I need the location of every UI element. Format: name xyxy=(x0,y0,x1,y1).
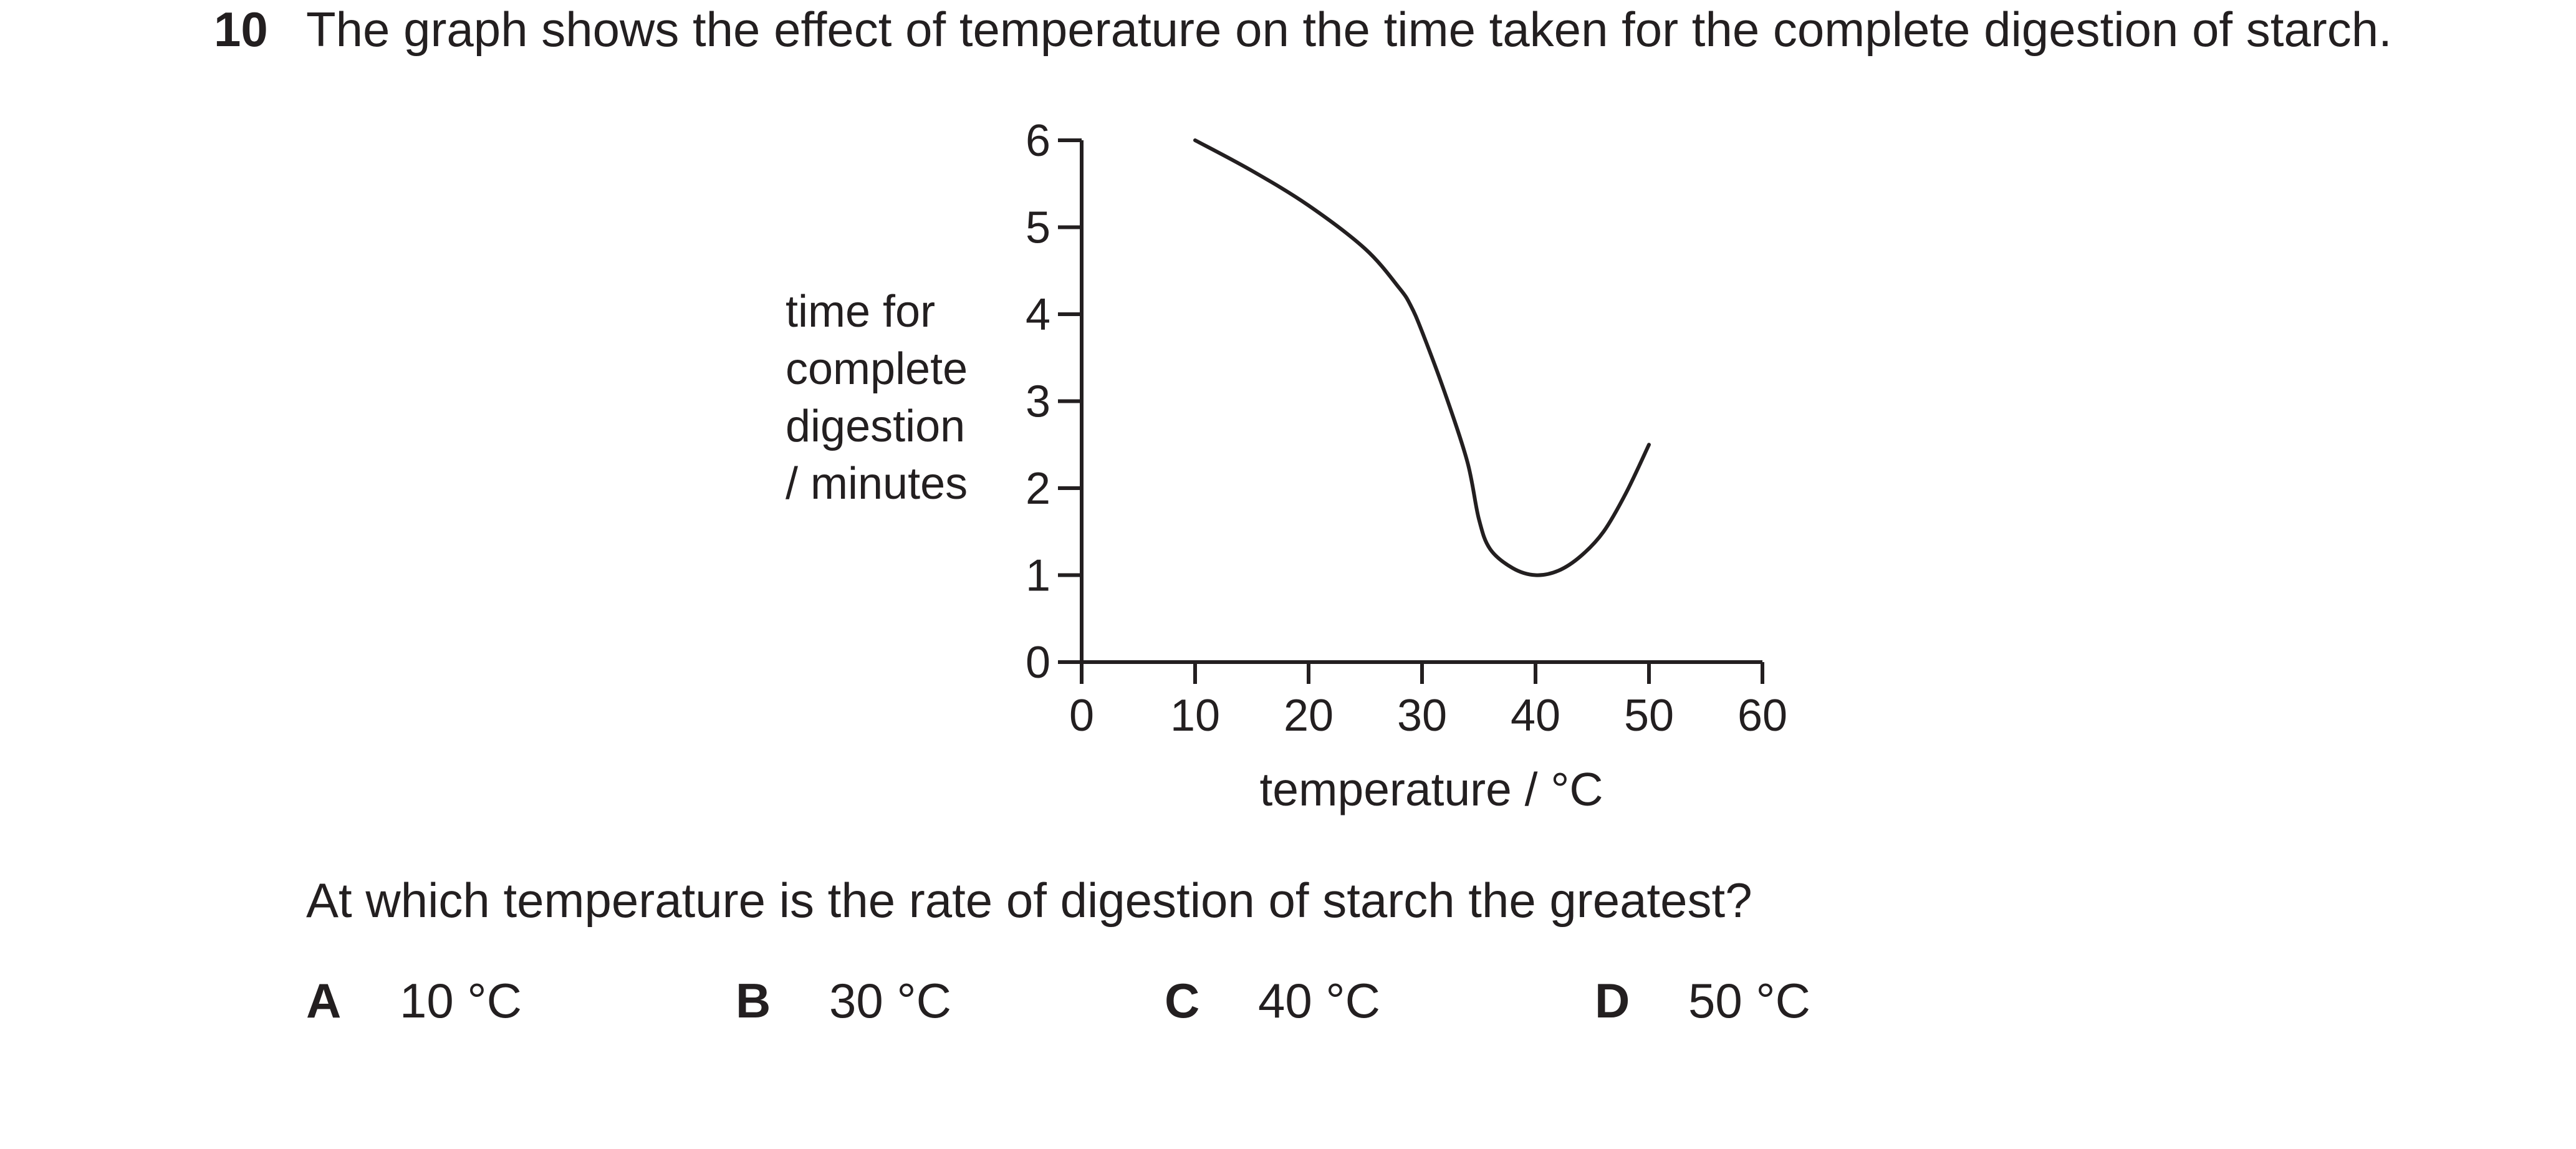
question-prompt: At which temperature is the rate of dige… xyxy=(306,873,1752,928)
option-d[interactable]: D 50 °C xyxy=(1595,976,1810,1025)
y-axis-label-line-4: / minutes xyxy=(786,459,968,509)
option-d-letter: D xyxy=(1595,973,1630,1028)
question-number: 10 xyxy=(214,2,268,57)
x-axis-label: temperature / °C xyxy=(1259,763,1603,815)
option-b-text: 30 °C xyxy=(829,973,951,1028)
option-b[interactable]: B 30 °C xyxy=(736,976,951,1025)
option-c-text: 40 °C xyxy=(1258,973,1380,1028)
y-axis-label-line-1: time for xyxy=(786,287,936,337)
y-tick-label-2: 2 xyxy=(1026,464,1050,514)
option-c[interactable]: C 40 °C xyxy=(1165,976,1380,1025)
y-axis-label-line-2: complete xyxy=(786,344,968,394)
y-tick-label-6: 6 xyxy=(1026,116,1050,166)
option-a-letter: A xyxy=(306,973,342,1028)
option-a[interactable]: A 10 °C xyxy=(306,976,522,1025)
y-tick-label-0: 0 xyxy=(1026,638,1050,688)
series-line-0 xyxy=(1193,138,1651,577)
x-tick-label-50: 50 xyxy=(1624,691,1674,741)
option-c-letter: C xyxy=(1165,973,1200,1028)
y-tick-label-4: 4 xyxy=(1026,290,1050,340)
x-tick-label-10: 10 xyxy=(1170,691,1220,741)
y-tick-label-1: 1 xyxy=(1026,551,1050,601)
x-tick-label-20: 20 xyxy=(1284,691,1334,741)
option-d-text: 50 °C xyxy=(1688,973,1810,1028)
option-b-letter: B xyxy=(736,973,771,1028)
y-tick-label-3: 3 xyxy=(1026,377,1050,427)
x-tick-label-0: 0 xyxy=(1069,691,1094,741)
question-stem: The graph shows the effect of temperatur… xyxy=(306,2,2392,57)
y-axis-label-line-3: digestion xyxy=(786,401,966,451)
option-a-text: 10 °C xyxy=(400,973,522,1028)
x-tick-label-60: 60 xyxy=(1737,691,1787,741)
x-tick-label-40: 40 xyxy=(1511,691,1560,741)
x-tick-label-30: 30 xyxy=(1397,691,1447,741)
y-tick-label-5: 5 xyxy=(1026,203,1050,253)
